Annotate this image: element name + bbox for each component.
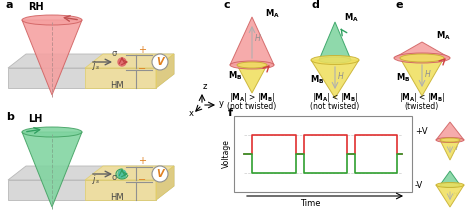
Text: |$\mathbf{M_A}$| > |$\mathbf{M_B}$|: |$\mathbf{M_A}$| > |$\mathbf{M_B}$| (228, 91, 275, 104)
Ellipse shape (400, 54, 444, 62)
Text: $H$: $H$ (452, 190, 458, 198)
Polygon shape (85, 54, 174, 68)
Ellipse shape (394, 53, 450, 63)
Text: (not twisted): (not twisted) (228, 102, 277, 111)
Text: RH: RH (28, 2, 44, 12)
Text: +V: +V (415, 127, 428, 136)
Text: Voltage: Voltage (221, 140, 230, 168)
Ellipse shape (311, 56, 359, 65)
Text: c: c (224, 0, 231, 10)
Polygon shape (85, 180, 156, 200)
Circle shape (118, 58, 126, 66)
Polygon shape (156, 166, 174, 200)
Polygon shape (436, 122, 464, 140)
Polygon shape (156, 54, 174, 88)
Text: $H$: $H$ (424, 68, 431, 79)
Polygon shape (319, 22, 351, 60)
Text: Time: Time (300, 199, 320, 208)
Polygon shape (8, 180, 156, 200)
Polygon shape (85, 68, 156, 88)
Text: HM: HM (110, 81, 124, 90)
Text: V: V (156, 169, 164, 179)
Polygon shape (85, 166, 174, 180)
Text: (not twisted): (not twisted) (310, 102, 360, 111)
Text: LH: LH (28, 114, 42, 124)
FancyBboxPatch shape (234, 116, 412, 192)
Text: z: z (203, 82, 207, 91)
Polygon shape (440, 171, 460, 185)
Ellipse shape (319, 57, 351, 63)
Circle shape (152, 166, 168, 182)
Text: $\mathbf{M_B}$: $\mathbf{M_B}$ (228, 69, 242, 82)
Polygon shape (400, 58, 444, 96)
Polygon shape (440, 140, 460, 160)
Text: σ: σ (112, 173, 117, 182)
Polygon shape (230, 17, 274, 65)
Text: $H$: $H$ (254, 32, 262, 43)
Text: (twisted): (twisted) (405, 102, 439, 111)
Text: HM: HM (110, 193, 124, 202)
Text: a: a (6, 0, 13, 10)
Ellipse shape (230, 61, 274, 69)
Polygon shape (156, 54, 174, 88)
Text: b: b (6, 112, 14, 122)
Ellipse shape (22, 127, 82, 137)
Text: e: e (396, 0, 403, 10)
Polygon shape (8, 166, 174, 180)
Text: σ: σ (112, 49, 117, 58)
Polygon shape (156, 166, 174, 200)
Polygon shape (311, 60, 359, 98)
Ellipse shape (436, 183, 464, 187)
Ellipse shape (440, 183, 460, 187)
Text: d: d (312, 0, 320, 10)
Circle shape (152, 54, 168, 70)
Polygon shape (22, 20, 82, 95)
Text: |$\mathbf{M_A}$| < |$\mathbf{M_B}$|: |$\mathbf{M_A}$| < |$\mathbf{M_B}$| (399, 91, 445, 104)
Polygon shape (237, 65, 267, 93)
Ellipse shape (436, 138, 464, 142)
Text: −: − (138, 175, 146, 185)
Ellipse shape (22, 15, 82, 25)
Text: +: + (138, 45, 146, 55)
Text: $\mathbf{M_B}$: $\mathbf{M_B}$ (310, 73, 324, 86)
Text: $H$: $H$ (337, 70, 345, 81)
Text: $\mathbf{M_B}$: $\mathbf{M_B}$ (396, 71, 410, 84)
Text: −: − (138, 64, 146, 74)
Text: $j_s$: $j_s$ (92, 173, 100, 186)
Text: $j_s$: $j_s$ (92, 59, 100, 72)
Text: $\mathbf{M_A}$: $\mathbf{M_A}$ (436, 29, 451, 41)
Circle shape (118, 170, 126, 178)
Text: -V: -V (415, 181, 423, 190)
Text: +: + (138, 156, 146, 166)
Polygon shape (436, 185, 464, 207)
Text: $\mathbf{M_A}$: $\mathbf{M_A}$ (265, 8, 280, 21)
Polygon shape (394, 42, 450, 58)
Text: |$\mathbf{M_A}$| < |$\mathbf{M_B}$|: |$\mathbf{M_A}$| < |$\mathbf{M_B}$| (312, 91, 358, 104)
Polygon shape (22, 132, 82, 207)
Polygon shape (8, 68, 156, 88)
Ellipse shape (237, 62, 267, 68)
Text: y: y (219, 99, 224, 108)
Ellipse shape (440, 138, 460, 142)
Text: $\mathbf{M_A}$: $\mathbf{M_A}$ (344, 11, 359, 24)
Text: x: x (189, 109, 194, 118)
Polygon shape (8, 54, 174, 68)
Text: V: V (156, 57, 164, 67)
Text: f: f (228, 108, 233, 118)
Text: $H$: $H$ (452, 144, 458, 152)
